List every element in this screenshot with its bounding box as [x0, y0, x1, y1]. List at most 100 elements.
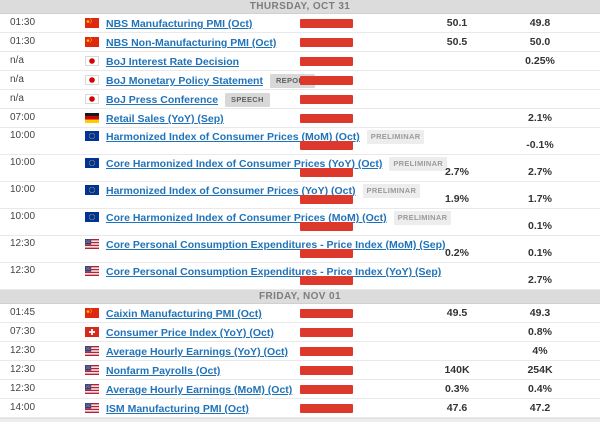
- flag-china-icon: [85, 308, 99, 318]
- importance-high-bar: [300, 403, 353, 413]
- previous-value: 0.25%: [525, 55, 555, 67]
- next-day-header-edge: [0, 418, 600, 422]
- importance-high-bar: [300, 37, 353, 47]
- previous-value: -0.1%: [526, 139, 554, 151]
- event-cell: BoJ Press Conference SPEECH: [85, 90, 570, 109]
- event-row: 01:30 NBS Manufacturing PMI (Oct) 50.1 49.8: [0, 14, 600, 33]
- previous-value: 2.1%: [528, 112, 552, 124]
- event-link[interactable]: Core Personal Consumption Expenditures -…: [106, 266, 442, 278]
- event-link[interactable]: Average Hourly Earnings (MoM) (Oct): [106, 384, 293, 396]
- importance-high-bar: [300, 141, 353, 150]
- forecast-value: 50.1: [446, 17, 468, 29]
- event-link[interactable]: Core Harmonized Index of Consumer Prices…: [106, 158, 383, 170]
- event-cell: Core Personal Consumption Expenditures -…: [85, 263, 570, 280]
- event-link[interactable]: BoJ Interest Rate Decision: [106, 56, 240, 68]
- previous-value: 0.4%: [528, 383, 552, 395]
- event-row: 12:30 Nonfarm Payrolls (Oct) 140K 254K: [0, 361, 600, 380]
- event-row: 10:00 Harmonized Index of Consumer Prices…: [0, 182, 600, 209]
- flag-european-union-icon: [85, 131, 99, 141]
- event-link[interactable]: ISM Manufacturing PMI (Oct): [106, 403, 249, 415]
- event-row: 01:30 NBS Non-Manufacturing PMI (Oct) 50.5…: [0, 33, 600, 52]
- event-row: 10:00 Harmonized Index of Consumer Prices…: [0, 128, 600, 155]
- event-link[interactable]: Caixin Manufacturing PMI (Oct): [106, 308, 262, 320]
- previous-value: 0.1%: [528, 220, 552, 232]
- event-time: 07:30: [10, 326, 36, 337]
- event-time: 12:30: [10, 265, 36, 276]
- previous-value: 2.7%: [528, 166, 552, 178]
- previous-value: 1.7%: [528, 193, 552, 205]
- flag-switzerland-icon: [85, 327, 99, 337]
- forecast-value: 2.7%: [445, 166, 469, 178]
- event-cell: ISM Manufacturing PMI (Oct): [85, 399, 570, 418]
- event-speech-badge: SPEECH: [225, 93, 270, 107]
- previous-value: 0.8%: [528, 326, 552, 338]
- event-cell: Harmonized Index of Consumer Prices (YoY…: [85, 182, 570, 199]
- event-preliminar-badge: PRELIMINAR: [389, 157, 448, 171]
- event-time: 12:30: [10, 238, 36, 249]
- importance-high-bar: [300, 308, 353, 318]
- event-link[interactable]: Harmonized Index of Consumer Prices (YoY…: [106, 185, 356, 197]
- event-time: 10:00: [10, 130, 36, 141]
- event-link[interactable]: Retail Sales (YoY) (Sep): [106, 113, 224, 125]
- importance-high-bar: [300, 113, 353, 123]
- event-row: 07:30 Consumer Price Index (YoY) (Oct) 0.8…: [0, 323, 600, 342]
- event-link[interactable]: NBS Non-Manufacturing PMI (Oct): [106, 37, 277, 49]
- flag-united-states-icon: [85, 239, 99, 249]
- event-link[interactable]: Core Harmonized Index of Consumer Prices…: [106, 212, 387, 224]
- forecast-value: 0.3%: [445, 383, 469, 395]
- previous-value: 0.1%: [528, 247, 552, 259]
- event-cell: Average Hourly Earnings (MoM) (Oct): [85, 380, 570, 399]
- event-link[interactable]: Core Personal Consumption Expenditures -…: [106, 239, 446, 251]
- event-link[interactable]: Nonfarm Payrolls (Oct): [106, 365, 221, 377]
- event-preliminar-badge: PRELIMINAR: [362, 184, 421, 198]
- event-row: n/a BoJ Monetary Policy Statement REPORT: [0, 71, 600, 90]
- event-row: 07:00 Retail Sales (YoY) (Sep) 2.1%: [0, 109, 600, 128]
- flag-united-states-icon: [85, 403, 99, 413]
- event-time: n/a: [10, 74, 24, 85]
- event-cell: Harmonized Index of Consumer Prices (MoM…: [85, 128, 570, 145]
- importance-high-bar: [300, 168, 353, 177]
- event-link[interactable]: Consumer Price Index (YoY) (Oct): [106, 327, 274, 339]
- event-link[interactable]: Harmonized Index of Consumer Prices (MoM…: [106, 131, 360, 143]
- flag-united-states-icon: [85, 266, 99, 276]
- event-cell: NBS Manufacturing PMI (Oct): [85, 14, 570, 33]
- importance-high-bar: [300, 75, 353, 85]
- day-header: FRIDAY, NOV 01: [0, 290, 600, 304]
- importance-high-bar: [300, 249, 353, 258]
- forecast-value: 47.6: [446, 402, 468, 414]
- event-link[interactable]: BoJ Press Conference: [106, 94, 219, 106]
- flag-united-states-icon: [85, 365, 99, 375]
- event-row: 12:30 Average Hourly Earnings (YoY) (Oct)…: [0, 342, 600, 361]
- flag-china-icon: [85, 37, 99, 47]
- flag-united-states-icon: [85, 346, 99, 356]
- flag-japan-icon: [85, 94, 99, 104]
- flag-european-union-icon: [85, 158, 99, 168]
- day-header: THURSDAY, OCT 31: [0, 0, 600, 14]
- flag-european-union-icon: [85, 212, 99, 222]
- flag-china-icon: [85, 18, 99, 28]
- event-time: 01:30: [10, 36, 36, 47]
- event-cell: BoJ Interest Rate Decision: [85, 52, 570, 71]
- forecast-value: 49.5: [446, 307, 468, 319]
- event-link[interactable]: NBS Manufacturing PMI (Oct): [106, 18, 253, 30]
- event-time: 12:30: [10, 383, 36, 394]
- importance-high-bar: [300, 56, 353, 66]
- importance-high-bar: [300, 384, 353, 394]
- previous-value: 47.2: [529, 402, 551, 414]
- flag-germany-icon: [85, 113, 99, 123]
- event-cell: Consumer Price Index (YoY) (Oct): [85, 323, 570, 342]
- importance-high-bar: [300, 195, 353, 204]
- event-row: 10:00 Core Harmonized Index of Consumer P…: [0, 209, 600, 236]
- event-link[interactable]: Average Hourly Earnings (YoY) (Oct): [106, 346, 289, 358]
- event-time: 10:00: [10, 211, 36, 222]
- flag-japan-icon: [85, 56, 99, 66]
- event-time: 01:45: [10, 307, 36, 318]
- event-row: n/a BoJ Interest Rate Decision 0.25%: [0, 52, 600, 71]
- event-cell: Average Hourly Earnings (YoY) (Oct): [85, 342, 570, 361]
- event-link[interactable]: BoJ Monetary Policy Statement: [106, 75, 263, 87]
- event-row: 01:45 Caixin Manufacturing PMI (Oct) 49.5 4…: [0, 304, 600, 323]
- importance-high-bar: [300, 222, 353, 231]
- event-row: 14:00 ISM Manufacturing PMI (Oct) 47.6 47.2: [0, 399, 600, 418]
- event-cell: NBS Non-Manufacturing PMI (Oct): [85, 33, 570, 52]
